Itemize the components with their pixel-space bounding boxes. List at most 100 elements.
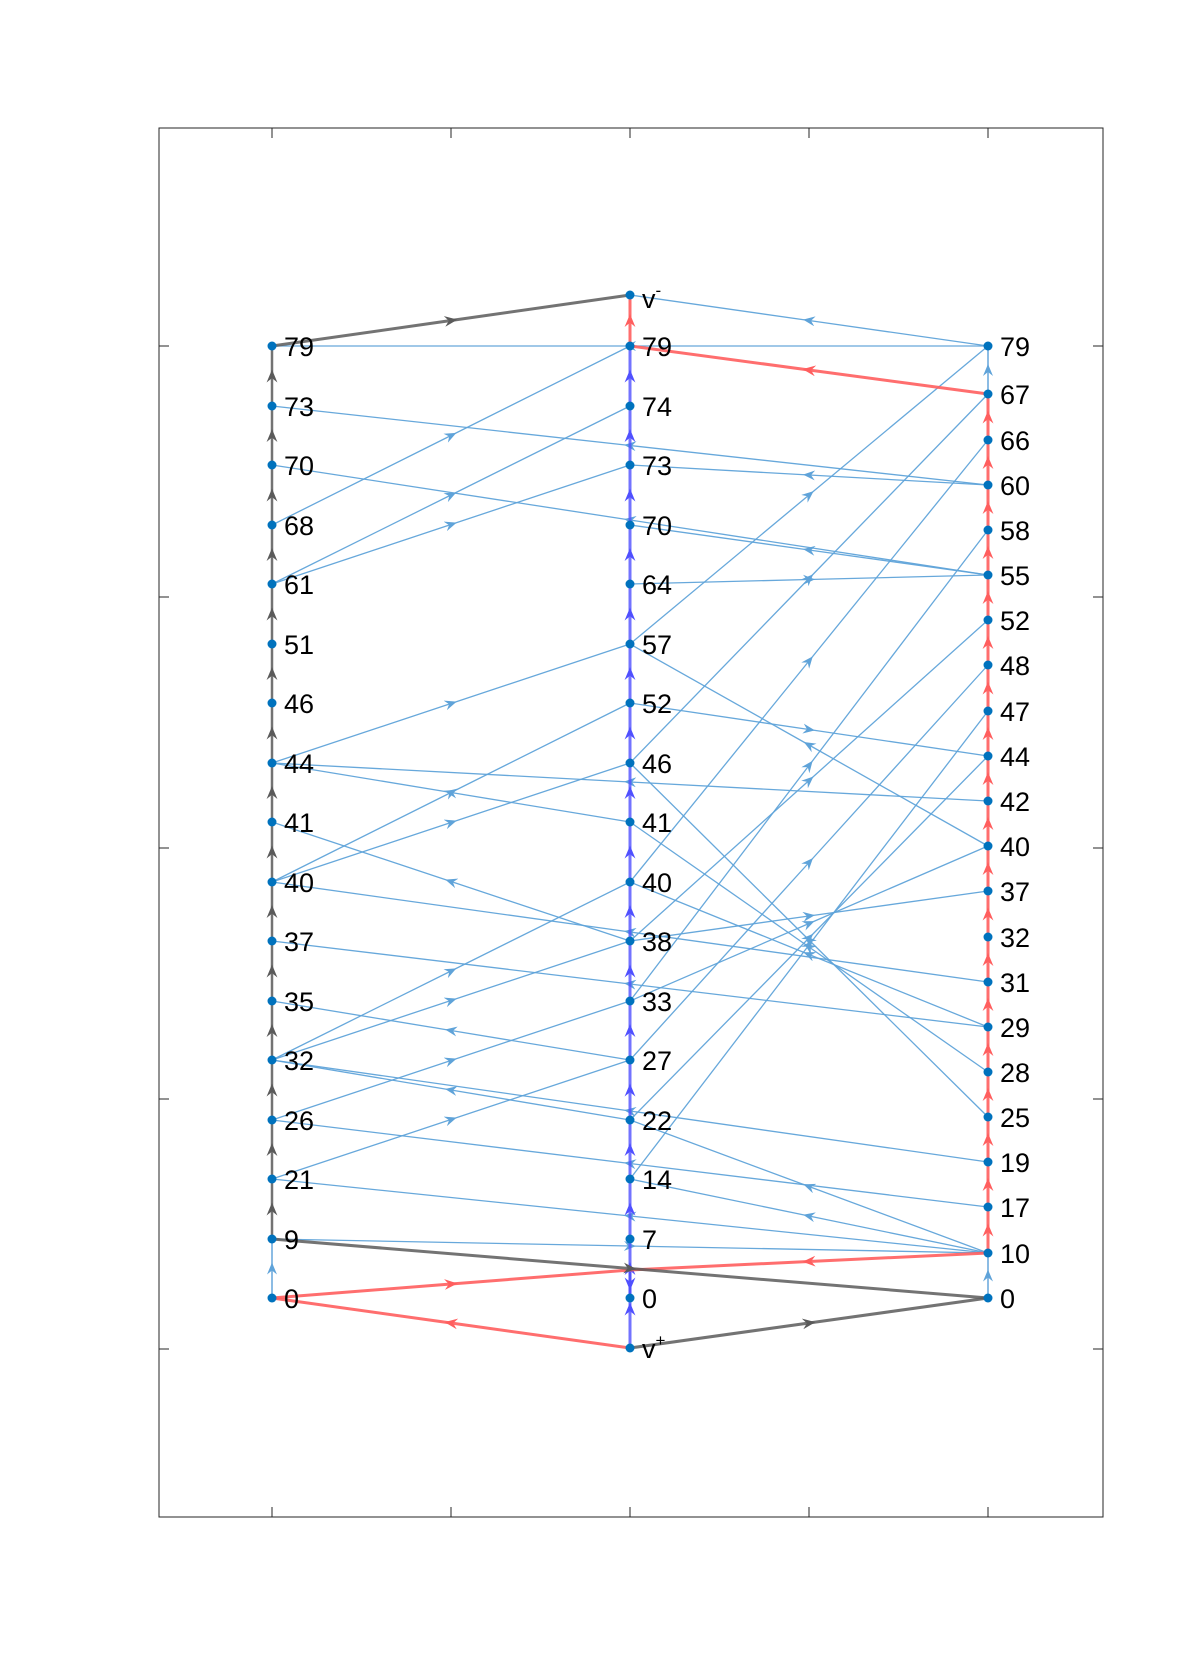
cross-edge: [271, 940, 631, 1061]
right-node: [983, 389, 993, 399]
left-node: [267, 460, 277, 470]
left-node-label: 73: [284, 392, 314, 422]
left-node-label: 32: [284, 1046, 314, 1076]
middle-node-label: 40: [642, 868, 672, 898]
right-node: [983, 977, 993, 987]
right-node: [983, 1202, 993, 1212]
middle-node: [625, 1115, 635, 1125]
right-node-label: 40: [1000, 832, 1030, 862]
cross-edge: [629, 702, 989, 757]
left-node-label: 21: [284, 1165, 314, 1195]
middle-node-label: 46: [642, 749, 672, 779]
left-node-label: 35: [284, 987, 314, 1017]
right-node: [983, 615, 993, 625]
right-node: [983, 886, 993, 896]
cross-edge: [629, 294, 989, 347]
left-node-label: 61: [284, 570, 314, 600]
middle-node-label: 22: [642, 1106, 672, 1136]
right-node-label: 10: [1000, 1239, 1030, 1269]
left-node: [267, 579, 277, 589]
middle-node: [625, 996, 635, 1006]
plot-frame: [158, 127, 1104, 1518]
middle-node-label: 79: [642, 332, 672, 362]
cross-edge: [629, 755, 989, 1121]
cross-edge: [271, 881, 631, 1061]
middle-node: [625, 877, 635, 887]
middle-node-label: 74: [642, 392, 672, 422]
left-node: [267, 1174, 277, 1184]
middle-node: [625, 401, 635, 411]
cross-edge: [271, 643, 631, 764]
left-node-label: 68: [284, 511, 314, 541]
left-node: [267, 1293, 277, 1303]
right-node: [983, 570, 993, 580]
right-node-label: 42: [1000, 787, 1030, 817]
right-node: [983, 1067, 993, 1077]
right-node-label: 19: [1000, 1148, 1030, 1178]
cross-edge: [629, 890, 989, 942]
cross-edge: [629, 710, 989, 1180]
right-node: [983, 525, 993, 535]
left9-to-right0-edge: [271, 1237, 989, 1300]
right-node-label: 37: [1000, 877, 1030, 907]
left-to-junction-edge: [271, 1268, 631, 1300]
cross-edge: [629, 845, 989, 1002]
middle-node-label: 7: [642, 1225, 657, 1255]
right-node: [983, 341, 993, 351]
middle-node: [625, 1055, 635, 1065]
middle-node: [625, 341, 635, 351]
right-node: [983, 1293, 993, 1303]
right-node-label: 60: [1000, 471, 1030, 501]
terminal-edges: [271, 293, 989, 1350]
chain-edges: [266, 346, 994, 1348]
right-node: [983, 1112, 993, 1122]
left-node: [267, 1115, 277, 1125]
left-node: [267, 520, 277, 530]
left-node: [267, 341, 277, 351]
right-node: [983, 1248, 993, 1258]
cross-edge: [629, 1178, 989, 1254]
cross-edge: [629, 529, 989, 1002]
left-node-label: 46: [284, 689, 314, 719]
middle-node: [625, 460, 635, 470]
cross-edge: [629, 664, 989, 1061]
right-node: [983, 435, 993, 445]
left-node-label: 26: [284, 1106, 314, 1136]
right-node: [983, 796, 993, 806]
middle-node: [625, 520, 635, 530]
right-node-label: 58: [1000, 516, 1030, 546]
middle-node-label: 14: [642, 1165, 672, 1195]
right-node: [983, 660, 993, 670]
right-node-label: 31: [1000, 968, 1030, 998]
cross-edge: [271, 762, 631, 883]
right-node-label: 66: [1000, 426, 1030, 456]
left-node: [267, 817, 277, 827]
middle-node-label: 27: [642, 1046, 672, 1076]
left-node-label: 70: [284, 451, 314, 481]
left-node: [267, 936, 277, 946]
right-node-label: 52: [1000, 606, 1030, 636]
middle-node: [625, 758, 635, 768]
right-node: [983, 706, 993, 716]
cross-edge: [629, 643, 989, 847]
right-node-label: 67: [1000, 380, 1030, 410]
cross-edge: [629, 393, 989, 764]
middle-node-label: 70: [642, 511, 672, 541]
right-node-label: 32: [1000, 923, 1030, 953]
cross-edge: [629, 524, 989, 576]
cross-edge: [271, 464, 631, 585]
left-node-label: 79: [284, 332, 314, 362]
left-node: [267, 639, 277, 649]
middle-node: [625, 579, 635, 589]
cross-edge: [629, 464, 989, 486]
left-node-label: 9: [284, 1225, 299, 1255]
right-node-label: 29: [1000, 1013, 1030, 1043]
middle-node-label: 41: [642, 808, 672, 838]
right-node-label: 79: [1000, 332, 1030, 362]
node-labels: v- v+ 0921263235374041444651616870737907…: [284, 281, 1030, 1364]
middle-node: [625, 639, 635, 649]
cross-edge: [629, 619, 989, 942]
left-node-label: 37: [284, 927, 314, 957]
left-node: [267, 877, 277, 887]
